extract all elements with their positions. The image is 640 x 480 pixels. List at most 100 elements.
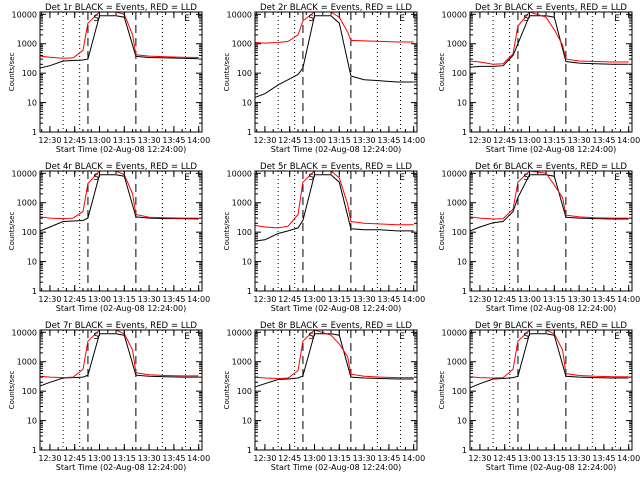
x-tick-label: 13:00 [88, 136, 111, 145]
events-series-line [470, 15, 629, 68]
x-axis-label: Start Time (02-Aug-08 12:24:00) [271, 304, 402, 313]
y-tick-label: 1 [247, 287, 252, 296]
x-tick-label: 12:30 [38, 295, 61, 304]
events-series-line [470, 333, 629, 389]
x-tick-label: 13:30 [568, 295, 591, 304]
x-tick-label: 14:00 [617, 295, 640, 304]
y-tick-label: 1 [32, 446, 37, 455]
panel-title: Det 9r BLACK = Events, RED = LLD [475, 321, 627, 331]
events-series-line [255, 333, 414, 388]
y-tick-label: 1 [32, 287, 37, 296]
plot-frame [469, 170, 633, 292]
panel-2: 1 10 100 1000 10000 12:30 12:45 13:00 13:15 13:30… [223, 3, 425, 154]
plot-frame [469, 11, 633, 133]
y-tick-label: 1000 [17, 199, 37, 208]
x-tick-label: 12:45 [63, 295, 86, 304]
series-group [470, 171, 629, 232]
x-tick-label: 13:45 [377, 454, 400, 463]
x-tick-label: 13:30 [138, 136, 161, 145]
x-axis-label: Start Time (02-Aug-08 12:24:00) [56, 145, 187, 154]
start-marker: S [523, 14, 529, 24]
y-tick-label: 10 [457, 99, 467, 108]
start-marker: S [93, 173, 99, 183]
x-tick-label: 13:15 [113, 454, 136, 463]
panel-title: Det 3r BLACK = Events, RED = LLD [475, 3, 627, 13]
y-tick-label: 100 [237, 228, 252, 237]
y-tick-label: 10000 [442, 328, 467, 337]
x-tick-label: 12:30 [253, 454, 276, 463]
panel-title: Det 8r BLACK = Events, RED = LLD [260, 321, 412, 331]
x-tick-label: 13:30 [353, 136, 376, 145]
y-tick-label: 10 [242, 417, 252, 426]
lld-series-line [255, 12, 414, 44]
lld-series-line [470, 330, 629, 379]
panel-title: Det 1r BLACK = Events, RED = LLD [45, 3, 197, 13]
x-tick-label: 13:00 [303, 454, 326, 463]
x-tick-label: 13:00 [518, 454, 541, 463]
start-marker: S [308, 14, 314, 24]
y-axis-label: Counts/sec [8, 53, 16, 92]
series-group [255, 171, 414, 242]
x-tick-label: 13:00 [88, 295, 111, 304]
x-tick-label: 13:45 [162, 295, 185, 304]
y-tick-label: 1000 [17, 40, 37, 49]
y-tick-label: 1000 [447, 40, 467, 49]
x-axis-label: Start Time (02-Aug-08 12:24:00) [271, 145, 402, 154]
y-tick-label: 1 [32, 128, 37, 137]
panel-title: Det 7r BLACK = Events, RED = LLD [45, 321, 197, 331]
y-tick-label: 10 [457, 417, 467, 426]
x-tick-label: 12:45 [63, 454, 86, 463]
x-axis-label: Start Time (02-Aug-08 12:24:00) [486, 463, 617, 472]
x-tick-label: 12:30 [468, 136, 491, 145]
panel-title: Det 5r BLACK = Events, RED = LLD [260, 162, 412, 172]
end-marker: E [184, 173, 190, 183]
x-tick-label: 13:15 [543, 454, 566, 463]
y-tick-label: 10 [457, 258, 467, 267]
y-tick-label: 100 [22, 228, 37, 237]
y-axis-label: Counts/sec [8, 212, 16, 251]
plot-frame [39, 329, 203, 451]
y-tick-label: 1 [462, 446, 467, 455]
x-tick-label: 12:30 [253, 136, 276, 145]
y-tick-label: 10000 [227, 169, 252, 178]
y-axis-label: Counts/sec [223, 371, 231, 410]
panel-9: 1 10 100 1000 10000 12:30 12:45 13:00 13:15 13:30… [438, 321, 640, 472]
x-tick-label: 13:30 [353, 454, 376, 463]
x-tick-label: 13:00 [88, 454, 111, 463]
x-tick-label: 12:30 [253, 295, 276, 304]
start-marker: S [93, 332, 99, 342]
panel-6: 1 10 100 1000 10000 12:30 12:45 13:00 13:15 13:30… [438, 162, 640, 313]
x-tick-label: 12:45 [278, 295, 301, 304]
y-tick-label: 10 [27, 258, 37, 267]
y-tick-label: 1000 [447, 199, 467, 208]
panel-1: 1 10 100 1000 10000 12:30 12:45 13:00 13:15 13:30… [8, 3, 210, 154]
panel-7: 1 10 100 1000 10000 12:30 12:45 13:00 13:15 13:30… [8, 321, 210, 472]
y-tick-label: 100 [452, 387, 467, 396]
y-tick-label: 1 [247, 446, 252, 455]
y-axis-label: Counts/sec [223, 212, 231, 251]
y-tick-label: 10000 [442, 10, 467, 19]
y-tick-label: 100 [452, 69, 467, 78]
panel-3: 1 10 100 1000 10000 12:30 12:45 13:00 13:15 13:30… [438, 3, 640, 154]
y-tick-label: 100 [22, 387, 37, 396]
x-tick-label: 13:00 [303, 136, 326, 145]
panel-title: Det 4r BLACK = Events, RED = LLD [45, 162, 197, 172]
lld-series-line [470, 171, 629, 220]
plot-frame [254, 329, 418, 451]
y-tick-label: 100 [22, 69, 37, 78]
y-axis-label: Counts/sec [8, 371, 16, 410]
x-tick-label: 13:45 [377, 295, 400, 304]
x-axis-label: Start Time (02-Aug-08 12:24:00) [56, 463, 187, 472]
x-tick-label: 13:15 [328, 454, 351, 463]
lld-series-line [255, 330, 414, 380]
x-tick-label: 12:45 [278, 454, 301, 463]
panel-8: 1 10 100 1000 10000 12:30 12:45 13:00 13:15 13:30… [223, 321, 425, 472]
plot-frame [39, 170, 203, 292]
x-tick-label: 12:45 [493, 136, 516, 145]
start-marker: S [523, 332, 529, 342]
x-tick-label: 13:30 [138, 295, 161, 304]
end-marker: E [399, 332, 405, 342]
series-group [470, 330, 629, 389]
y-tick-label: 100 [237, 387, 252, 396]
x-axis-label: Start Time (02-Aug-08 12:24:00) [271, 463, 402, 472]
